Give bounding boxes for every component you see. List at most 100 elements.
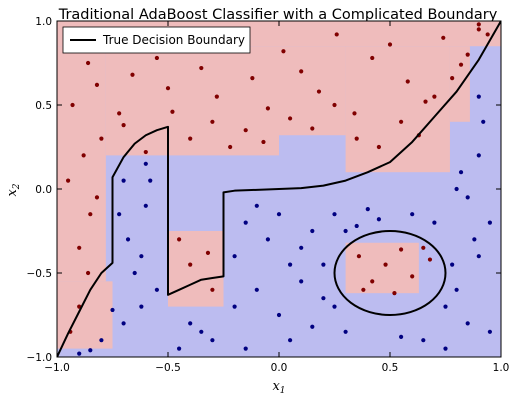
class-b-point	[254, 287, 259, 292]
class-b-point	[276, 212, 282, 217]
class-b-point	[487, 220, 492, 225]
class-a-point	[117, 111, 122, 116]
class-a-point	[399, 247, 404, 252]
class-b-point	[343, 329, 348, 334]
class-a-point	[288, 116, 293, 121]
class-a-point	[423, 99, 428, 104]
class-b-point	[454, 287, 459, 292]
class-a-point	[485, 32, 490, 37]
class-a-point	[316, 89, 322, 94]
class-a-region	[105, 46, 279, 156]
x-tick-label: −1.0	[44, 362, 70, 374]
class-b-point	[139, 304, 144, 309]
class-b-point	[110, 307, 115, 313]
class-a-point	[370, 279, 375, 284]
class-a-point	[177, 237, 182, 242]
class-b-point	[77, 351, 82, 356]
class-a-point	[199, 65, 204, 71]
y-axis-label-sub: 2	[12, 183, 22, 190]
class-b-point	[476, 94, 481, 99]
x-tick-label: 0.0	[271, 362, 288, 374]
class-a-point	[205, 250, 211, 255]
class-a-point	[210, 287, 215, 292]
legend-label: True Decision Boundary	[102, 33, 245, 47]
class-a-point	[421, 245, 426, 250]
class-b-point	[276, 312, 282, 318]
class-b-point	[454, 186, 459, 192]
class-a-point	[228, 144, 233, 150]
true-decision-boundary	[57, 21, 501, 357]
class-a-point	[265, 106, 270, 111]
y-tick-label: −0.5	[27, 268, 53, 280]
class-b-point	[177, 346, 182, 351]
x-axis-ticks: −1.0 −0.5 0.0 0.5 1.0	[44, 21, 509, 374]
class-a-point	[77, 245, 82, 250]
class-b-point	[243, 346, 248, 351]
class-a-point	[170, 109, 175, 114]
chart-title: Traditional AdaBoost Classifier with a C…	[58, 7, 498, 23]
class-b-point	[450, 262, 455, 267]
class-a-point	[299, 69, 304, 74]
class-a-point	[450, 76, 455, 81]
y-axis-label: x2	[5, 183, 22, 196]
class-b-point	[121, 321, 126, 326]
class-a-point	[130, 72, 135, 77]
y-tick-label: 0.0	[35, 184, 52, 196]
class-b-point	[481, 119, 486, 124]
class-a-point	[370, 55, 375, 61]
x-axis-label-sub: 1	[280, 386, 286, 396]
class-b-point	[432, 220, 437, 225]
class-a-point	[250, 76, 255, 81]
class-a-point	[214, 94, 219, 99]
class-a-point	[210, 119, 215, 124]
class-b-point	[288, 338, 293, 343]
class-a-point	[334, 32, 339, 37]
class-b-point	[487, 329, 492, 334]
class-b-point	[410, 212, 415, 217]
y-tick-label: −1.0	[27, 352, 53, 364]
x-axis-label: x1	[272, 379, 285, 396]
class-a-point	[392, 291, 397, 296]
class-a-point	[352, 111, 357, 116]
class-b-point	[143, 161, 148, 166]
class-a-point	[85, 60, 91, 66]
class-a-point	[188, 136, 193, 141]
class-b-point	[121, 178, 126, 183]
x-tick-label: −0.5	[155, 362, 181, 374]
class-b-point	[117, 212, 122, 217]
class-a-point	[476, 22, 481, 27]
class-b-point	[310, 324, 315, 329]
class-a-point	[310, 126, 315, 131]
class-a-region	[345, 242, 419, 294]
class-b-point	[376, 217, 381, 222]
class-b-points	[77, 94, 492, 356]
class-a-point	[356, 254, 362, 259]
class-a-point	[261, 139, 266, 145]
class-b-point	[332, 304, 337, 309]
class-a-point	[354, 136, 359, 141]
class-b-point	[210, 338, 215, 343]
class-a-point	[165, 86, 171, 91]
class-b-point	[443, 304, 448, 309]
class-a-point	[405, 79, 410, 84]
class-a-point	[361, 287, 366, 292]
class-a-point	[85, 270, 91, 276]
class-a-point	[376, 144, 381, 150]
class-b-point	[343, 228, 348, 234]
class-b-point	[399, 334, 404, 339]
class-a-point	[383, 262, 388, 267]
class-b-point	[139, 254, 144, 259]
y-tick-label: 0.5	[35, 100, 52, 112]
x-axis-label-main: x	[272, 379, 280, 394]
boundary-ellipse	[333, 230, 447, 316]
class-b-point	[332, 212, 337, 217]
class-a-point	[94, 195, 100, 200]
class-b-point	[132, 270, 137, 276]
class-a-point	[121, 123, 126, 128]
class-b-point	[99, 338, 104, 343]
class-b-point	[421, 338, 426, 343]
class-a-point	[88, 212, 93, 217]
class-b-point	[321, 262, 326, 267]
class-b-point	[188, 321, 193, 326]
boundary-curve	[57, 21, 501, 357]
